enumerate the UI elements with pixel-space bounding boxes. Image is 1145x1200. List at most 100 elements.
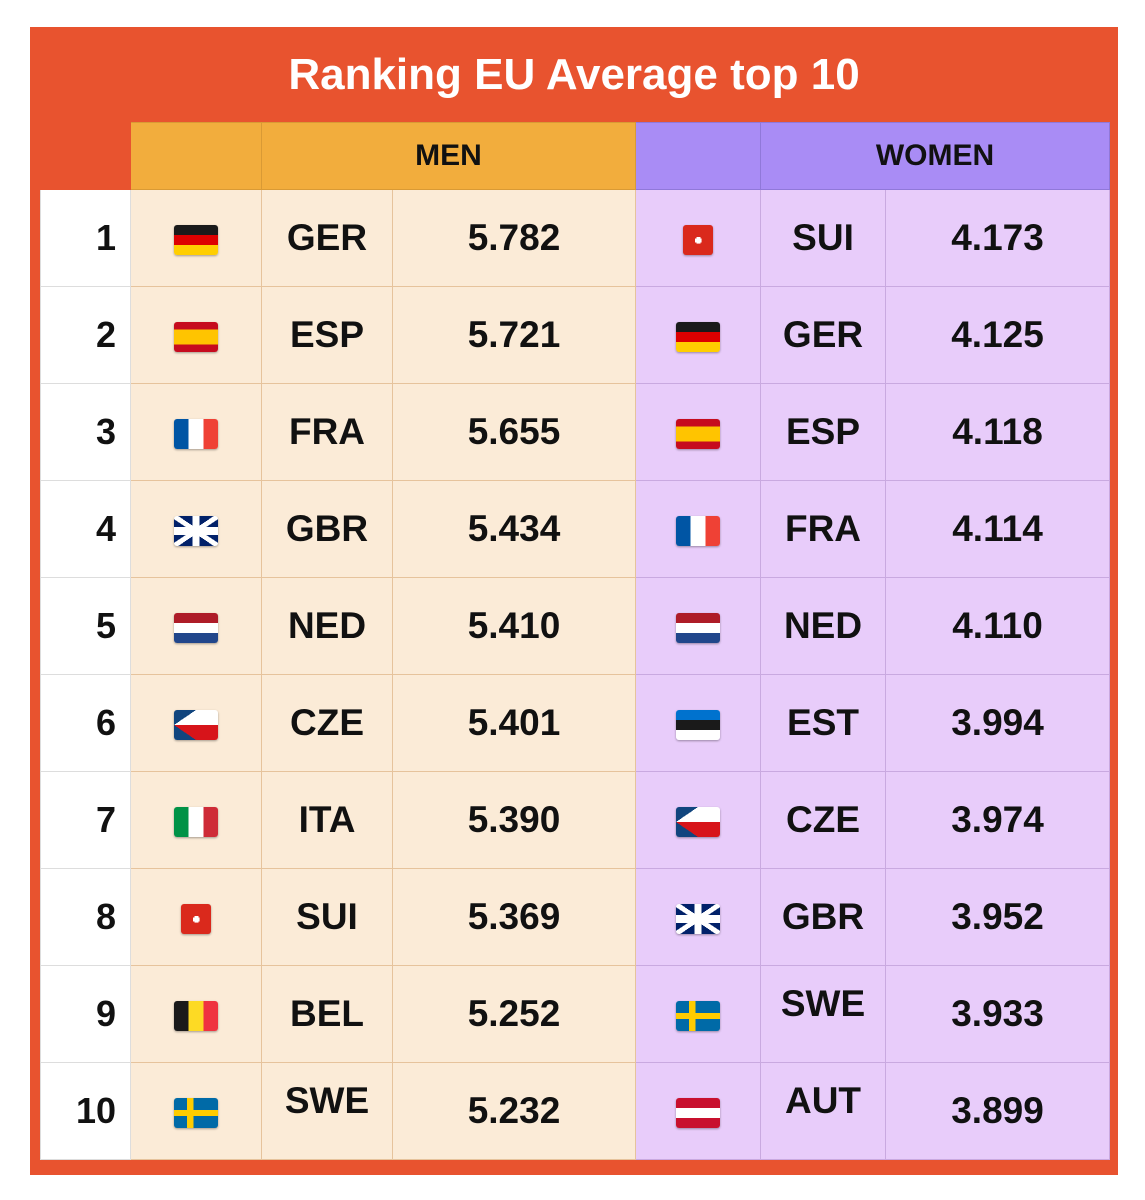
men-flag-cell bbox=[130, 771, 262, 869]
bel-flag-icon bbox=[174, 1001, 218, 1032]
men-code-cell: BEL bbox=[261, 965, 393, 1063]
women-country-code: AUT bbox=[784, 1080, 862, 1121]
women-country-code: SUI bbox=[792, 217, 854, 258]
men-country-code: NED bbox=[287, 605, 367, 646]
table-row: 9 BEL 5.252 SWE 3.933 bbox=[40, 965, 1111, 1063]
men-value-cell: 5.655 bbox=[391, 383, 637, 481]
table-row: 5 NED 5.410 NED 4.110 bbox=[40, 577, 1111, 675]
esp-flag-icon bbox=[174, 322, 218, 353]
men-value-cell: 5.369 bbox=[391, 868, 637, 966]
ger-flag-icon bbox=[676, 322, 721, 353]
women-country-code: CZE bbox=[786, 799, 861, 840]
women-code-cell: AUT bbox=[760, 1062, 887, 1160]
rank-cell: 5 bbox=[40, 577, 131, 675]
rank-cell: 9 bbox=[40, 965, 131, 1063]
cze-flag-icon bbox=[676, 807, 721, 838]
women-country-code: FRA bbox=[784, 508, 862, 549]
men-code-cell: ITA bbox=[261, 771, 393, 869]
esp-flag-icon bbox=[676, 419, 721, 450]
men-flag-cell bbox=[130, 286, 262, 384]
rank-cell: 3 bbox=[40, 383, 131, 481]
rank-cell: 7 bbox=[40, 771, 131, 869]
table-row: 8 SUI 5.369 GBR 3.952 bbox=[40, 868, 1111, 966]
ranking-table: MEN WOMEN 1 GER 5.782 SUI 4.173 2 ESP 5.721 GER 4… bbox=[40, 122, 1111, 1160]
gbr-flag-icon bbox=[174, 516, 218, 547]
women-code-cell: FRA bbox=[760, 480, 887, 578]
women-code-cell: GER bbox=[760, 286, 887, 384]
women-value-cell: 4.114 bbox=[885, 480, 1111, 578]
women-code-cell: ESP bbox=[760, 383, 887, 481]
men-value-cell: 5.434 bbox=[391, 480, 637, 578]
table-row: 7 ITA 5.390 CZE 3.974 bbox=[40, 771, 1111, 869]
women-country-code: GER bbox=[782, 314, 864, 355]
table-row: 6 CZE 5.401 EST 3.994 bbox=[40, 674, 1111, 772]
women-code-cell: SUI bbox=[760, 189, 887, 287]
women-value-cell: 4.125 bbox=[885, 286, 1111, 384]
men-country-code: GER bbox=[286, 217, 368, 258]
corner-cell bbox=[40, 122, 131, 190]
men-flag-header bbox=[130, 122, 262, 190]
rank-cell: 4 bbox=[40, 480, 131, 578]
men-flag-cell bbox=[130, 1062, 262, 1160]
women-value-cell: 3.974 bbox=[885, 771, 1111, 869]
men-country-code: CZE bbox=[290, 702, 364, 743]
men-value-cell: 5.721 bbox=[391, 286, 637, 384]
men-value-cell: 5.232 bbox=[391, 1062, 637, 1160]
gbr-flag-icon bbox=[676, 904, 721, 935]
women-code-cell: EST bbox=[760, 674, 887, 772]
women-flag-cell bbox=[635, 189, 762, 287]
women-flag-cell bbox=[635, 771, 762, 869]
table-row: 4 GBR 5.434 FRA 4.114 bbox=[40, 480, 1111, 578]
men-country-code: BEL bbox=[290, 993, 364, 1034]
men-flag-cell bbox=[130, 965, 262, 1063]
men-flag-cell bbox=[130, 189, 262, 287]
table-row: 1 GER 5.782 SUI 4.173 bbox=[40, 189, 1111, 287]
men-country-code: SWE bbox=[284, 1080, 370, 1121]
sui-flag-icon bbox=[181, 904, 211, 935]
women-flag-cell bbox=[635, 1062, 762, 1160]
men-flag-cell bbox=[130, 868, 262, 966]
sui-flag-icon bbox=[683, 225, 714, 256]
rank-cell: 10 bbox=[40, 1062, 131, 1160]
women-flag-cell bbox=[635, 383, 762, 481]
men-flag-cell bbox=[130, 383, 262, 481]
men-code-cell: SWE bbox=[261, 1062, 393, 1160]
men-country-code: ITA bbox=[298, 799, 356, 840]
aut-flag-icon bbox=[676, 1098, 721, 1129]
women-flag-cell bbox=[635, 480, 762, 578]
men-header: MEN bbox=[260, 122, 637, 190]
cze-flag-icon bbox=[174, 710, 218, 741]
women-country-code: GBR bbox=[781, 896, 865, 937]
men-flag-cell bbox=[130, 480, 262, 578]
men-country-code: GBR bbox=[285, 508, 369, 549]
men-code-cell: NED bbox=[261, 577, 393, 675]
women-country-code: EST bbox=[787, 702, 859, 743]
women-value-cell: 3.952 bbox=[885, 868, 1111, 966]
fra-flag-icon bbox=[676, 516, 721, 547]
est-flag-icon bbox=[676, 710, 721, 741]
women-code-cell: SWE bbox=[760, 965, 887, 1063]
rank-cell: 8 bbox=[40, 868, 131, 966]
men-value-cell: 5.782 bbox=[391, 189, 637, 287]
swe-flag-icon bbox=[174, 1098, 218, 1129]
header-row: MEN WOMEN bbox=[40, 122, 1111, 190]
women-value-cell: 4.173 bbox=[885, 189, 1111, 287]
women-flag-cell bbox=[635, 965, 762, 1063]
women-flag-cell bbox=[635, 868, 762, 966]
men-code-cell: GBR bbox=[261, 480, 393, 578]
ranking-card: Ranking EU Average top 10 MEN WOMEN 1 GER… bbox=[30, 27, 1118, 1175]
rank-cell: 1 bbox=[40, 189, 131, 287]
rank-cell: 6 bbox=[40, 674, 131, 772]
ned-flag-icon bbox=[676, 613, 721, 644]
women-code-cell: GBR bbox=[760, 868, 887, 966]
men-country-code: FRA bbox=[288, 411, 366, 452]
men-country-code: SUI bbox=[296, 896, 358, 937]
women-country-code: ESP bbox=[785, 411, 861, 452]
men-flag-cell bbox=[130, 674, 262, 772]
men-code-cell: GER bbox=[261, 189, 393, 287]
table-row: 3 FRA 5.655 ESP 4.118 bbox=[40, 383, 1111, 481]
men-country-code: ESP bbox=[289, 314, 365, 355]
men-value-cell: 5.410 bbox=[391, 577, 637, 675]
women-code-cell: CZE bbox=[760, 771, 887, 869]
men-code-cell: FRA bbox=[261, 383, 393, 481]
